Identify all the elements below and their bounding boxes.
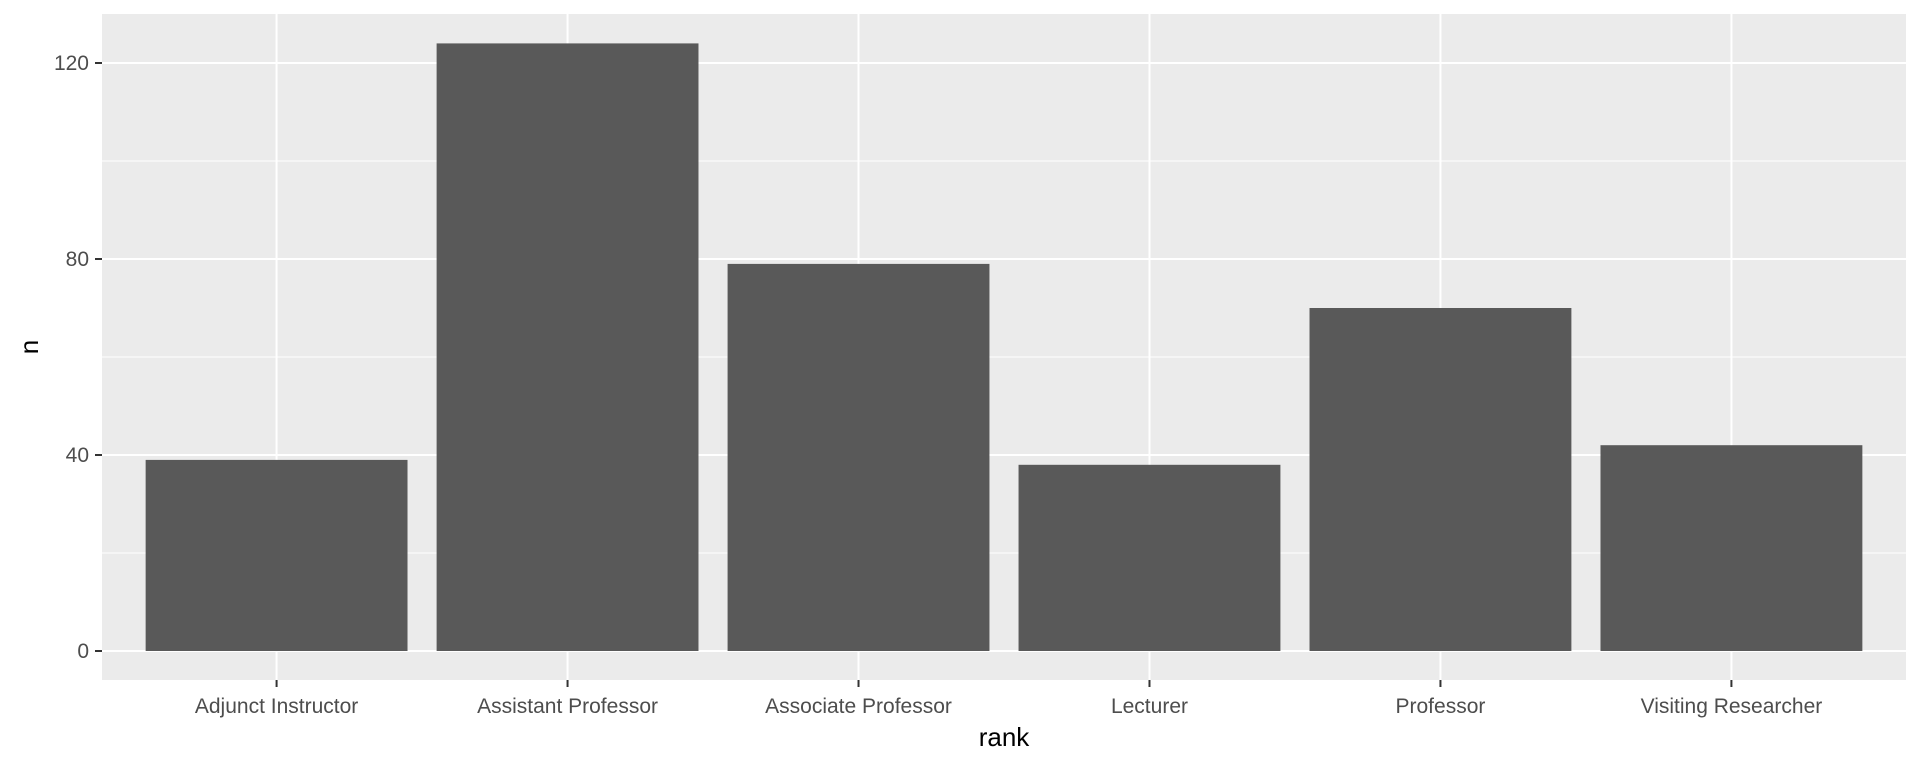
- x-tick-label: Adjunct Instructor: [195, 695, 358, 718]
- y-tick-label: 0: [77, 640, 89, 663]
- x-tick-label: Professor: [1396, 695, 1486, 718]
- y-axis: 0 40 80 120: [54, 52, 102, 663]
- y-tick-label: 120: [54, 52, 89, 75]
- bar-associate-professor: [727, 263, 990, 651]
- bar-professor: [1309, 308, 1572, 651]
- bar-assistant-professor: [436, 43, 699, 651]
- y-tick-label: 40: [66, 444, 89, 467]
- x-tick-label: Assistant Professor: [477, 695, 658, 718]
- bar-adjunct-instructor: [145, 459, 408, 651]
- x-tick-label: Visiting Researcher: [1641, 695, 1823, 718]
- bar-visiting-researcher: [1600, 445, 1863, 651]
- x-axis-title: rank: [979, 722, 1031, 752]
- bars: [145, 43, 1863, 651]
- x-tick-label: Associate Professor: [765, 695, 952, 718]
- x-tick-label: Lecturer: [1111, 695, 1188, 718]
- y-axis-title: n: [14, 340, 44, 354]
- bar-lecturer: [1018, 464, 1281, 651]
- y-tick-label: 80: [66, 248, 89, 271]
- x-axis: Adjunct Instructor Assistant Professor Ass…: [195, 680, 1822, 718]
